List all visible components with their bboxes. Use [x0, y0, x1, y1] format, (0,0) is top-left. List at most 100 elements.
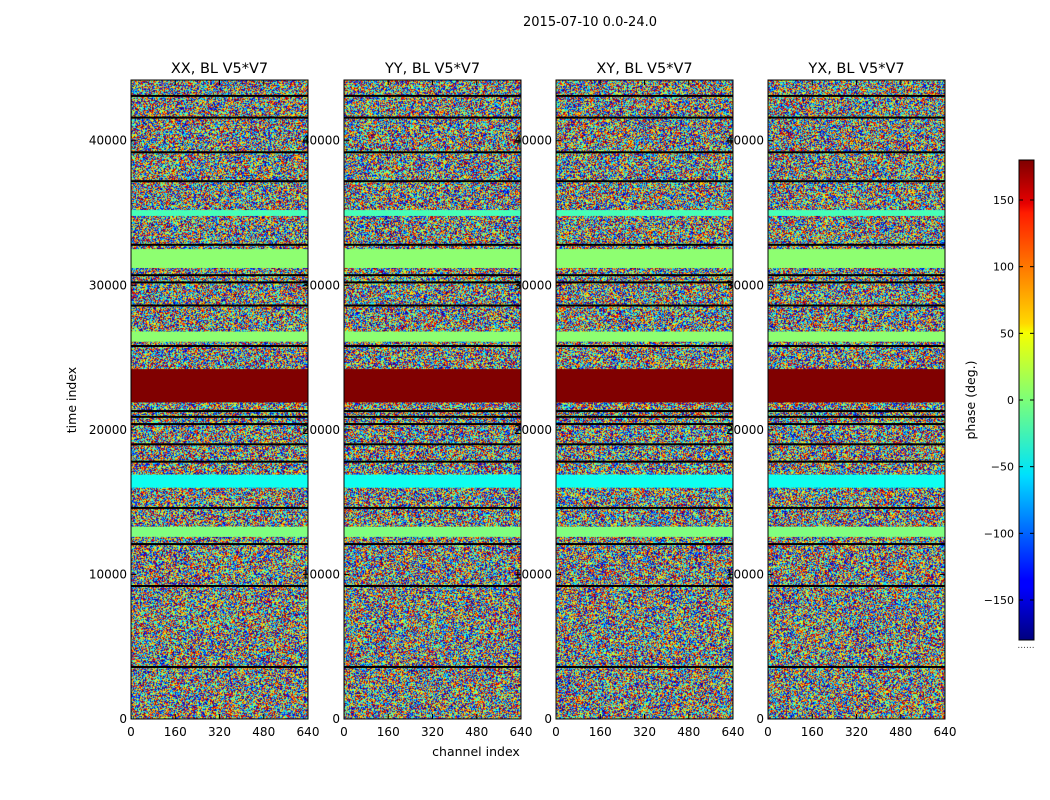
panels-group: XX, BL V5*V7 0 160 320 480 640 0 10000 20000 3000…	[89, 61, 957, 739]
x-tick-label: 320	[208, 725, 231, 739]
flag-row	[768, 281, 945, 284]
panel-2: YY, BL V5*V7 0 160 320 480 640 0 10000 20000 3000…	[302, 61, 533, 739]
flag-row	[131, 543, 308, 546]
panel-4: YX, BL V5*V7 0 160 320 480 640 0 10000 20000 3000…	[726, 61, 957, 739]
y-tick-label: 10000	[302, 567, 340, 581]
flag-row	[768, 543, 945, 546]
x-tick-label: 320	[845, 725, 868, 739]
uniform-phase-band	[556, 526, 733, 537]
x-tick-label: 160	[589, 725, 612, 739]
uniform-phase-band	[768, 210, 945, 216]
flag-row	[768, 443, 945, 446]
flag-row	[131, 443, 308, 446]
flag-row	[344, 506, 521, 509]
flag-row	[768, 506, 945, 509]
y-tick-label: 30000	[89, 278, 127, 292]
colorbar-tick-label: 100	[993, 261, 1014, 274]
x-tick-label: 480	[677, 725, 700, 739]
saturated-band	[131, 369, 308, 403]
flag-row	[131, 506, 308, 509]
y-tick-label: 40000	[726, 134, 764, 148]
flag-row	[131, 410, 308, 413]
flag-row	[768, 423, 945, 426]
uniform-phase-band	[131, 331, 308, 342]
x-tick-label: 640	[722, 725, 745, 739]
flag-row	[768, 243, 945, 246]
flag-row	[344, 460, 521, 463]
x-tick-label: 640	[510, 725, 533, 739]
uniform-phase-band	[131, 474, 308, 488]
flag-row	[344, 151, 521, 154]
flag-row	[556, 94, 733, 97]
flag-row	[768, 460, 945, 463]
flag-row	[344, 543, 521, 546]
flag-row	[131, 304, 308, 307]
x-tick-label: 0	[340, 725, 348, 739]
flag-row	[556, 665, 733, 668]
flag-row	[768, 665, 945, 668]
uniform-phase-band	[556, 474, 733, 488]
flag-row	[556, 415, 733, 418]
y-tick-label: 20000	[514, 423, 552, 437]
uniform-phase-band	[344, 474, 521, 488]
saturated-band	[556, 369, 733, 403]
y-tick-label: 0	[756, 712, 764, 726]
flag-row	[131, 274, 308, 277]
flag-row	[768, 151, 945, 154]
x-tick-label: 160	[801, 725, 824, 739]
y-tick-label: 30000	[302, 278, 340, 292]
x-tick-label: 320	[633, 725, 656, 739]
x-tick-label: 320	[421, 725, 444, 739]
flag-row	[131, 423, 308, 426]
uniform-phase-band	[556, 249, 733, 268]
flag-row	[768, 584, 945, 587]
y-tick-label: 10000	[726, 567, 764, 581]
uniform-phase-band	[131, 210, 308, 216]
flag-row	[131, 584, 308, 587]
y-tick-label: 0	[544, 712, 552, 726]
flag-row	[768, 304, 945, 307]
colorbar-ticks: 150 100 50 0 −50 −100 −150	[984, 194, 1034, 607]
panel-title: YY, BL V5*V7	[384, 61, 480, 77]
colorbar: 150 100 50 0 −50 −100 −150 phase (deg.) ......	[963, 159, 1035, 651]
x-tick-label: 640	[934, 725, 957, 739]
x-tick-label: 0	[552, 725, 560, 739]
y-tick-label: 20000	[302, 423, 340, 437]
uniform-phase-band	[344, 526, 521, 537]
panel-title: XY, BL V5*V7	[596, 61, 692, 77]
flag-row	[344, 180, 521, 183]
x-tick-label: 160	[164, 725, 187, 739]
flag-row	[131, 281, 308, 284]
colorbar-tick-label: −50	[991, 461, 1014, 474]
panel-3: XY, BL V5*V7 0 160 320 480 640 0 10000 20000 3000…	[514, 61, 745, 739]
flag-row	[344, 116, 521, 119]
flag-row	[131, 116, 308, 119]
uniform-phase-band	[768, 526, 945, 537]
x-tick-label: 0	[127, 725, 135, 739]
colorbar-tick-label: 50	[1000, 327, 1014, 340]
flag-row	[556, 116, 733, 119]
flag-row	[768, 180, 945, 183]
uniform-phase-band	[131, 526, 308, 537]
x-tick-label: 480	[252, 725, 275, 739]
flag-row	[556, 304, 733, 307]
flag-row	[131, 151, 308, 154]
colorbar-tick-label: −150	[984, 594, 1014, 607]
flag-row	[556, 281, 733, 284]
uniform-phase-band	[344, 331, 521, 342]
x-axis-label: channel index	[432, 744, 520, 759]
colorbar-dots: ......	[1017, 641, 1034, 651]
flag-row	[131, 460, 308, 463]
flag-row	[344, 410, 521, 413]
flag-row	[131, 415, 308, 418]
flag-row	[344, 423, 521, 426]
y-tick-label: 40000	[514, 134, 552, 148]
flag-row	[556, 423, 733, 426]
colorbar-label: phase (deg.)	[963, 361, 978, 440]
uniform-phase-band	[768, 249, 945, 268]
flag-row	[556, 243, 733, 246]
uniform-phase-band	[344, 210, 521, 216]
uniform-phase-band	[556, 331, 733, 342]
saturated-band	[344, 369, 521, 403]
